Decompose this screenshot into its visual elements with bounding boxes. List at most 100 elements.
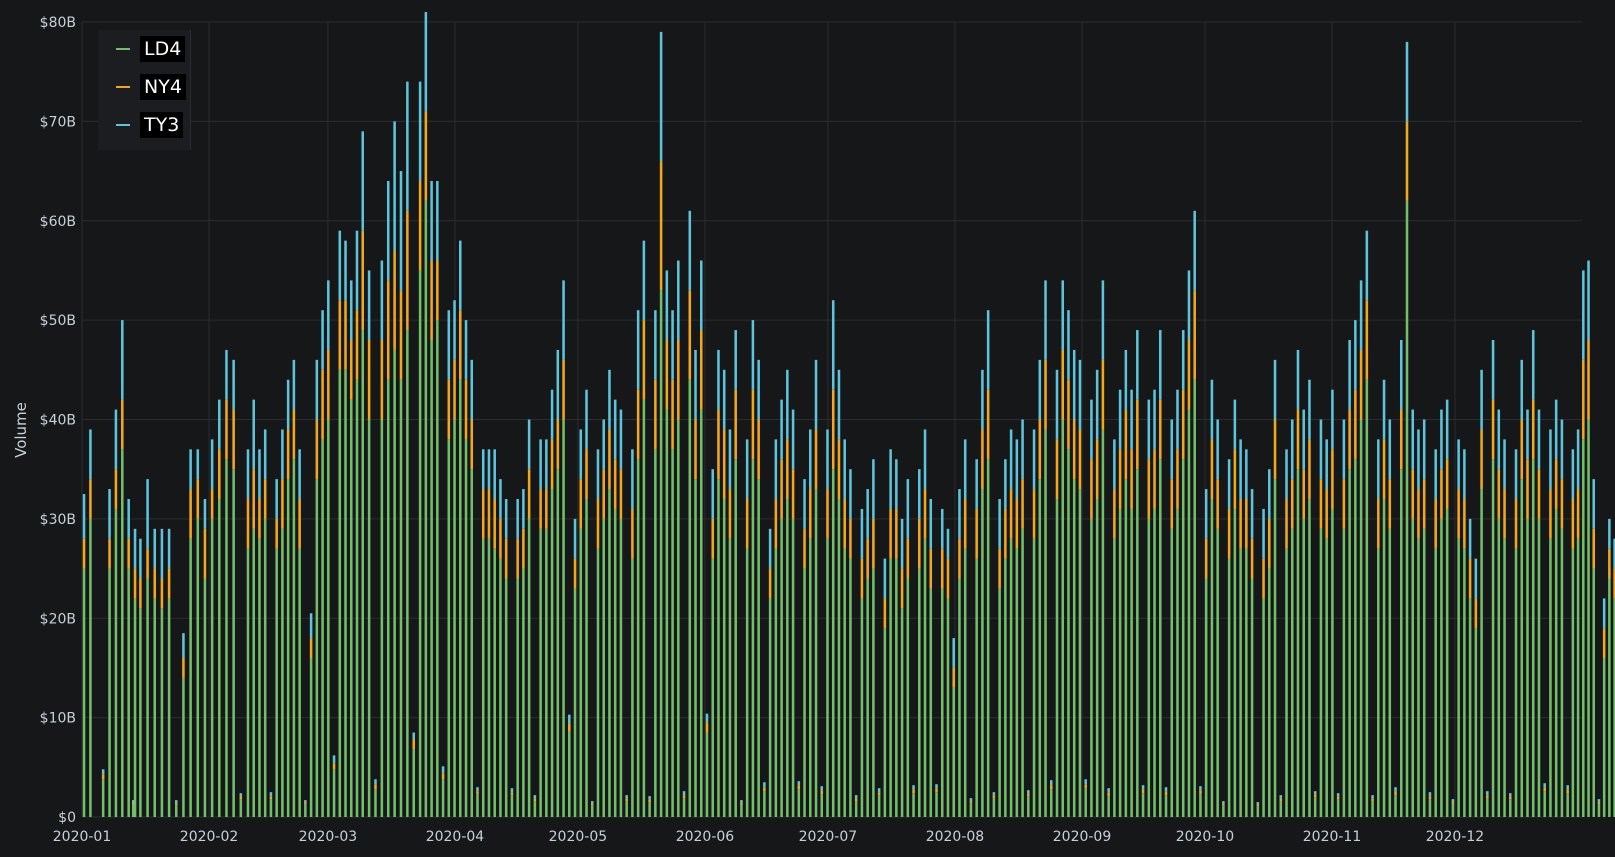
bar-ny4[interactable]: [386, 280, 390, 380]
bar-ld4[interactable]: [642, 399, 646, 818]
bar-ny4[interactable]: [139, 578, 142, 609]
bar-ny4[interactable]: [196, 479, 200, 519]
bar-ty3[interactable]: [969, 798, 973, 802]
bar-ld4[interactable]: [872, 568, 875, 817]
bar-ty3[interactable]: [153, 528, 157, 569]
bar-ld4[interactable]: [1136, 469, 1139, 817]
bar-ld4[interactable]: [167, 598, 171, 818]
bar-ty3[interactable]: [1285, 449, 1288, 499]
bar-ld4[interactable]: [786, 499, 789, 817]
bar-ty3[interactable]: [1164, 787, 1168, 792]
bar-ld4[interactable]: [1015, 548, 1019, 817]
bar-ny4[interactable]: [1159, 399, 1162, 460]
bar-ny4[interactable]: [963, 499, 967, 549]
bar-ld4[interactable]: [1268, 568, 1271, 817]
bar-ld4[interactable]: [986, 459, 990, 817]
bar-ny4[interactable]: [1543, 787, 1546, 792]
bar-ny4[interactable]: [1130, 449, 1133, 509]
bar-ld4[interactable]: [923, 538, 927, 817]
bar-ny4[interactable]: [1319, 479, 1323, 529]
bar-ny4[interactable]: [1440, 469, 1443, 519]
bar-ty3[interactable]: [1411, 409, 1415, 470]
bar-ty3[interactable]: [952, 638, 955, 668]
bar-ty3[interactable]: [694, 349, 697, 420]
bar-ny4[interactable]: [167, 568, 171, 599]
bar-ld4[interactable]: [1049, 789, 1053, 817]
bar-ty3[interactable]: [367, 270, 371, 340]
bar-ny4[interactable]: [430, 260, 433, 341]
bar-ny4[interactable]: [1233, 449, 1237, 509]
bar-ty3[interactable]: [820, 786, 824, 791]
bar-ty3[interactable]: [1268, 469, 1271, 519]
bar-ld4[interactable]: [613, 508, 617, 817]
bar-ld4[interactable]: [854, 801, 858, 817]
bar-ty3[interactable]: [797, 781, 801, 786]
bar-ny4[interactable]: [923, 489, 927, 539]
bar-ld4[interactable]: [1124, 479, 1128, 818]
bar-ny4[interactable]: [1084, 784, 1087, 789]
bar-ld4[interactable]: [1038, 479, 1042, 818]
bar-ty3[interactable]: [1537, 409, 1541, 470]
bar-ny4[interactable]: [809, 489, 812, 539]
bar-ty3[interactable]: [1245, 449, 1248, 499]
bar-ny4[interactable]: [1354, 389, 1357, 460]
bar-ty3[interactable]: [121, 320, 124, 400]
bar-ty3[interactable]: [745, 439, 749, 500]
bar-ld4[interactable]: [1061, 419, 1065, 818]
bar-ty3[interactable]: [1049, 780, 1053, 786]
bar-ld4[interactable]: [1491, 459, 1495, 817]
bar-ld4[interactable]: [992, 798, 996, 817]
bar-ty3[interactable]: [1576, 429, 1580, 490]
bar-ny4[interactable]: [608, 429, 611, 490]
bar-ny4[interactable]: [636, 389, 640, 460]
bar-ld4[interactable]: [883, 628, 887, 817]
bar-ty3[interactable]: [986, 310, 990, 390]
bar-ld4[interactable]: [1055, 499, 1059, 817]
bar-ld4[interactable]: [1273, 479, 1277, 818]
bar-ny4[interactable]: [1032, 489, 1036, 539]
bar-ld4[interactable]: [1290, 528, 1294, 817]
bar-ld4[interactable]: [1176, 508, 1179, 817]
bar-ld4[interactable]: [1571, 548, 1575, 817]
bar-ld4[interactable]: [1113, 538, 1116, 817]
bar-ty3[interactable]: [436, 181, 439, 261]
bar-ld4[interactable]: [160, 608, 164, 817]
bar-ny4[interactable]: [1124, 409, 1128, 480]
bar-ld4[interactable]: [694, 479, 697, 818]
bar-ny4[interactable]: [602, 469, 605, 519]
bar-ty3[interactable]: [1474, 558, 1478, 599]
bar-ld4[interactable]: [1597, 804, 1601, 817]
bar-ny4[interactable]: [338, 300, 342, 370]
bar-ny4[interactable]: [1411, 469, 1415, 519]
bar-ld4[interactable]: [1078, 489, 1082, 817]
legend-item-ny4[interactable]: NY4: [116, 72, 186, 102]
bar-ty3[interactable]: [1365, 230, 1369, 301]
bar-ld4[interactable]: [146, 578, 149, 818]
bar-ld4[interactable]: [246, 548, 250, 817]
bar-ld4[interactable]: [499, 558, 502, 818]
bar-ld4[interactable]: [791, 518, 795, 818]
bar-ty3[interactable]: [338, 230, 342, 301]
bar-ld4[interactable]: [239, 799, 243, 817]
bar-ty3[interactable]: [1193, 210, 1196, 291]
bar-ny4[interactable]: [568, 723, 571, 732]
bar-ny4[interactable]: [487, 489, 491, 539]
bar-ny4[interactable]: [292, 409, 296, 460]
bar-ny4[interactable]: [1399, 409, 1403, 470]
bar-ty3[interactable]: [958, 489, 961, 539]
bar-ld4[interactable]: [981, 489, 984, 817]
bar-ty3[interactable]: [688, 210, 692, 291]
bar-ld4[interactable]: [1021, 528, 1024, 817]
bar-ld4[interactable]: [1233, 508, 1237, 817]
bar-ny4[interactable]: [101, 774, 105, 780]
bar-ld4[interactable]: [1227, 558, 1231, 818]
bar-ny4[interactable]: [648, 799, 651, 803]
bar-ny4[interactable]: [1382, 439, 1386, 500]
bar-ny4[interactable]: [1021, 479, 1024, 529]
bar-ld4[interactable]: [424, 200, 428, 818]
bar-ny4[interactable]: [694, 419, 697, 480]
bar-ld4[interactable]: [1365, 379, 1369, 817]
bar-ld4[interactable]: [671, 449, 674, 817]
bar-ld4[interactable]: [436, 320, 439, 818]
bar-ld4[interactable]: [1130, 508, 1133, 817]
